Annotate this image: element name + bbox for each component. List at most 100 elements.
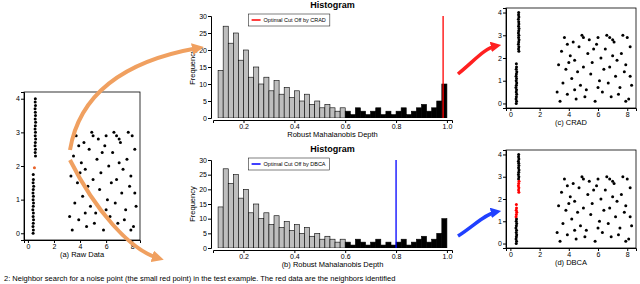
point (34, 111, 37, 114)
point (34, 138, 37, 141)
bar (259, 219, 264, 248)
arrows (70, 46, 496, 258)
x-axis-line (507, 249, 637, 252)
bar (386, 111, 391, 118)
y-axis-tick-label: 0 (498, 240, 502, 247)
point (122, 168, 125, 171)
point (92, 134, 95, 137)
point (621, 34, 624, 37)
bar (299, 101, 304, 118)
point (77, 218, 80, 221)
point (32, 178, 35, 181)
point (88, 148, 91, 151)
y-axis-tick: 10 (199, 81, 211, 88)
x-axis-tick-label: 0.4 (290, 123, 300, 130)
point (515, 206, 518, 209)
series (31, 97, 137, 235)
bar (264, 77, 269, 118)
point (557, 204, 560, 207)
y-axis-tick-label: 0 (16, 230, 20, 237)
point (575, 238, 578, 241)
bar (386, 242, 391, 248)
point (518, 180, 521, 183)
point (34, 101, 37, 104)
x-axis-tick-label: 0.2 (239, 253, 249, 260)
y-axis-tick-mark (503, 221, 506, 222)
point (133, 191, 136, 194)
bar (396, 242, 401, 248)
y-axis-tick: 30 (199, 13, 211, 20)
y-axis-title: Frequency (188, 49, 197, 85)
point (34, 121, 37, 124)
bar (381, 115, 386, 118)
legend-label: Optimal Cut Off by DBCA (264, 161, 326, 167)
point (578, 186, 581, 189)
y-axis-tick-label: 5 (203, 98, 207, 105)
point (582, 177, 585, 180)
y-axis-tick-label: 20 (199, 186, 207, 193)
point (85, 225, 88, 228)
bar (274, 81, 279, 118)
x-axis-tick-label: 6 (597, 111, 601, 118)
x-axis-tick: 8 (626, 248, 630, 258)
point (579, 224, 582, 227)
x-axis-tick: 0 (509, 248, 513, 258)
chart-histogram: 0.20.40.60.81.0051015202530HistogramRobu… (188, 0, 453, 139)
y-axis-title: Frequency (188, 186, 197, 222)
x-axis-tick: 6 (597, 108, 601, 118)
point (34, 97, 37, 100)
bar (391, 245, 396, 248)
bar (427, 242, 432, 248)
point (32, 198, 35, 201)
bar (411, 111, 416, 118)
bar (371, 242, 376, 248)
point (611, 54, 614, 57)
point (32, 222, 35, 225)
x-axis-tick: 0.6 (341, 120, 351, 130)
y-axis-tick: 30 (199, 157, 211, 164)
x-axis: 0.20.40.60.81.0 (214, 120, 453, 130)
point (597, 226, 600, 229)
arrow (458, 46, 496, 74)
point (32, 181, 35, 184)
y-axis-tick-label: 10 (199, 215, 207, 222)
point (572, 41, 575, 44)
point (585, 88, 588, 91)
point (561, 222, 564, 225)
x-axis: 02468 (507, 248, 637, 258)
point (34, 104, 37, 107)
point (129, 175, 132, 178)
point (32, 188, 35, 191)
point (627, 238, 630, 241)
point (69, 175, 72, 178)
point (556, 91, 559, 94)
point (95, 158, 98, 161)
y-axis-tick-mark (21, 233, 24, 234)
point (32, 205, 35, 208)
y-axis-line (503, 151, 507, 249)
point (599, 57, 602, 60)
y-axis-tick: 1 (498, 77, 506, 84)
x-axis-line (25, 241, 141, 244)
point (624, 63, 627, 66)
bar (279, 94, 284, 118)
y-axis: 01234 (16, 93, 24, 241)
point (623, 211, 626, 214)
point (34, 134, 37, 137)
y-axis-tick-label: 1 (498, 218, 502, 225)
y-axis-tick-label: 25 (199, 30, 207, 37)
point (559, 100, 562, 103)
point (34, 151, 37, 154)
y-axis-tick: 4 (498, 9, 506, 16)
y-axis-tick-label: 4 (498, 9, 502, 16)
point (624, 100, 627, 103)
y-axis-tick-label: 2 (498, 55, 502, 62)
bar (320, 239, 325, 248)
legend-box (249, 14, 330, 26)
bar (233, 175, 238, 248)
point (132, 225, 135, 228)
bar (259, 84, 264, 118)
point (105, 208, 108, 211)
cutoff-line (395, 160, 396, 248)
y-axis-tick: 0 (203, 245, 211, 252)
